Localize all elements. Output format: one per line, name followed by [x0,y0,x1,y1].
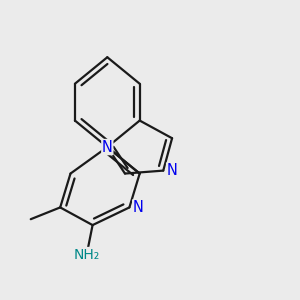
Text: N: N [167,163,178,178]
Text: NH₂: NH₂ [74,248,100,262]
Text: N: N [102,140,113,154]
Text: N: N [133,200,144,215]
